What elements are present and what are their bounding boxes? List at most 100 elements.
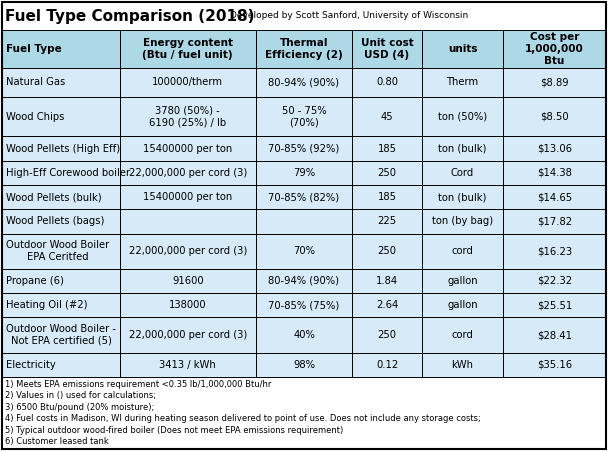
Text: $16.23: $16.23 xyxy=(537,246,572,256)
Bar xyxy=(422,234,503,269)
Bar xyxy=(120,30,256,68)
Text: ton (bulk): ton (bulk) xyxy=(438,143,487,153)
Text: Cost per
1,000,000
Btu: Cost per 1,000,000 Btu xyxy=(525,32,584,65)
Bar xyxy=(256,136,352,161)
Text: $14.38: $14.38 xyxy=(537,168,572,178)
Bar xyxy=(422,97,503,136)
Text: kWh: kWh xyxy=(452,360,474,370)
Bar xyxy=(503,30,606,68)
Text: $14.65: $14.65 xyxy=(537,192,572,202)
Text: Cord: Cord xyxy=(451,168,474,178)
Bar xyxy=(503,269,606,293)
Bar xyxy=(2,30,120,68)
Bar xyxy=(503,318,606,353)
Bar xyxy=(120,161,256,185)
Bar xyxy=(503,136,606,161)
Text: 70%: 70% xyxy=(293,246,315,256)
Bar xyxy=(352,161,422,185)
Bar xyxy=(120,97,256,136)
Text: $8.50: $8.50 xyxy=(541,111,569,122)
Bar xyxy=(120,269,256,293)
Bar xyxy=(2,209,120,234)
Bar xyxy=(2,161,120,185)
Text: Outdoor Wood Boiler -
Not EPA certified (5): Outdoor Wood Boiler - Not EPA certified … xyxy=(6,324,116,346)
Text: ton (by bag): ton (by bag) xyxy=(432,216,493,226)
Bar xyxy=(2,97,120,136)
Text: 22,000,000 per cord (3): 22,000,000 per cord (3) xyxy=(129,330,247,340)
Bar xyxy=(256,293,352,318)
Text: 22,000,000 per cord (3): 22,000,000 per cord (3) xyxy=(129,168,247,178)
Text: Thermal
Efficiency (2): Thermal Efficiency (2) xyxy=(265,38,343,60)
Bar xyxy=(256,269,352,293)
Text: $28.41: $28.41 xyxy=(537,330,572,340)
Text: Outdoor Wood Boiler
EPA Ceritfed: Outdoor Wood Boiler EPA Ceritfed xyxy=(6,240,109,262)
Text: Developed by Scott Sanford, University of Wisconsin: Developed by Scott Sanford, University o… xyxy=(230,11,468,20)
Text: 70-85% (75%): 70-85% (75%) xyxy=(268,300,340,310)
Text: 98%: 98% xyxy=(293,360,315,370)
Bar xyxy=(422,269,503,293)
Bar xyxy=(352,209,422,234)
Text: Fuel Type: Fuel Type xyxy=(6,44,62,54)
Bar xyxy=(2,136,120,161)
Text: 40%: 40% xyxy=(293,330,315,340)
Bar xyxy=(503,97,606,136)
Bar xyxy=(503,161,606,185)
Text: 70-85% (92%): 70-85% (92%) xyxy=(268,143,340,153)
Text: $35.16: $35.16 xyxy=(537,360,572,370)
Text: Natural Gas: Natural Gas xyxy=(6,77,65,87)
Text: $25.51: $25.51 xyxy=(537,300,572,310)
Bar xyxy=(256,185,352,209)
Text: 1.84: 1.84 xyxy=(376,276,398,286)
Text: 91600: 91600 xyxy=(172,276,204,286)
Text: 6) Customer leased tank: 6) Customer leased tank xyxy=(5,437,109,446)
Text: Wood Pellets (bags): Wood Pellets (bags) xyxy=(6,216,105,226)
Text: Electricity: Electricity xyxy=(6,360,56,370)
Text: 70-85% (82%): 70-85% (82%) xyxy=(269,192,339,202)
Bar xyxy=(2,318,120,353)
Text: 225: 225 xyxy=(378,216,396,226)
Text: 0.12: 0.12 xyxy=(376,360,398,370)
Bar xyxy=(422,318,503,353)
Bar xyxy=(352,269,422,293)
Bar xyxy=(256,30,352,68)
Text: Wood Chips: Wood Chips xyxy=(6,111,64,122)
Text: 4) Fuel costs in Madison, WI during heating season delivered to point of use. Do: 4) Fuel costs in Madison, WI during heat… xyxy=(5,414,481,423)
Bar xyxy=(352,185,422,209)
Bar xyxy=(2,2,606,30)
Bar xyxy=(503,68,606,97)
Bar xyxy=(352,353,422,377)
Bar xyxy=(256,318,352,353)
Bar xyxy=(2,377,606,449)
Text: 22,000,000 per cord (3): 22,000,000 per cord (3) xyxy=(129,246,247,256)
Text: 100000/therm: 100000/therm xyxy=(152,77,223,87)
Text: Wood Pellets (bulk): Wood Pellets (bulk) xyxy=(6,192,102,202)
Text: $17.82: $17.82 xyxy=(537,216,572,226)
Bar xyxy=(503,353,606,377)
Text: units: units xyxy=(448,44,477,54)
Bar xyxy=(352,97,422,136)
Text: 185: 185 xyxy=(378,143,396,153)
Text: Wood Pellets (High Eff): Wood Pellets (High Eff) xyxy=(6,143,120,153)
Bar xyxy=(503,209,606,234)
Text: $8.89: $8.89 xyxy=(541,77,569,87)
Text: Unit cost
USD (4): Unit cost USD (4) xyxy=(361,38,413,60)
Bar xyxy=(503,185,606,209)
Text: 250: 250 xyxy=(378,246,396,256)
Bar xyxy=(352,30,422,68)
Bar xyxy=(352,136,422,161)
Bar xyxy=(120,293,256,318)
Text: Energy content
(Btu / fuel unit): Energy content (Btu / fuel unit) xyxy=(142,38,233,60)
Bar xyxy=(120,68,256,97)
Text: $13.06: $13.06 xyxy=(537,143,572,153)
Text: gallon: gallon xyxy=(447,276,478,286)
Text: ton (bulk): ton (bulk) xyxy=(438,192,487,202)
Bar xyxy=(352,293,422,318)
Bar xyxy=(256,97,352,136)
Text: 15400000 per ton: 15400000 per ton xyxy=(143,192,232,202)
Bar xyxy=(120,353,256,377)
Bar xyxy=(422,30,503,68)
Bar xyxy=(256,209,352,234)
Text: 3413 / kWh: 3413 / kWh xyxy=(159,360,216,370)
Text: 138000: 138000 xyxy=(169,300,207,310)
Bar xyxy=(120,136,256,161)
